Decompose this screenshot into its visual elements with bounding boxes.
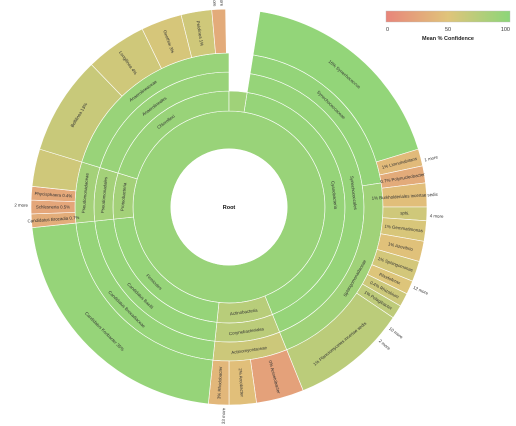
wedge-label-ring4-arcobacter: 2% Arcobacter [238, 368, 245, 397]
color-legend: 0 50 100 Mean % Confidence [385, 10, 511, 42]
center-hole[interactable] [170, 148, 288, 266]
wedge-label-ring4-candidatus-brocadia: Candidatus Brocadia 0.7% [27, 215, 79, 224]
wedge-label-ring3-actinomycetaceae: Actinomycetaceae [231, 345, 268, 355]
wedge-label-ring4-pelolinea: Pelolinea 1% [195, 20, 204, 46]
wedge-label-ring4-rhodobacter: 3% Rhodobacter [216, 366, 223, 399]
wedge-label-ring2-corynebacteriales: Corynebacteriales [229, 326, 266, 336]
legend-min-label: 0 [386, 27, 389, 33]
wedge-label-ring4-schlesneria: Schlesneria 0.5% [36, 205, 70, 210]
root-label: Root [223, 205, 236, 211]
wedge-label-ring4-phycisphaera: Phycisphaera 0.4% [34, 191, 72, 199]
wedge-ring4-unlabeled[interactable] [211, 8, 227, 54]
sunburst-wedges [30, 8, 428, 406]
outside-more-label[interactable]: 8 more [212, 0, 218, 7]
wedge-label-ring2-synechococcales: Synechococcales [349, 176, 358, 211]
wedge-label-ring1-proteobacteria: Proteobacteria [120, 182, 128, 211]
wedge-ring1-unlabeled[interactable] [228, 90, 248, 113]
legend-gradient-bar [385, 10, 511, 23]
wedge-label-ring4-sphingomonas: sphi. [400, 210, 409, 215]
outside-more-label[interactable]: 4 more [430, 213, 444, 219]
wedge-label-ring3-pseudomonadaceae: Pseudomonadaceae [81, 172, 90, 213]
legend-max-label: 100 [501, 27, 510, 33]
wedge-label-ring2-pseudomonadales: Pseudomonadales [100, 176, 109, 213]
outside-more-label[interactable]: 2 more [378, 338, 392, 351]
outside-more-label[interactable]: 33 more [221, 407, 226, 424]
wedge-label-ring4-azovibrio: 1% Azovibrio [388, 241, 414, 252]
legend-mid-label: 50 [445, 27, 451, 33]
outside-more-label[interactable]: 10 more [388, 326, 404, 340]
outside-more-label[interactable]: 2 more [14, 203, 28, 208]
wedge-label-ring1-cyanobacteria: Cyanobacteria [330, 181, 338, 210]
wedge-label-ring4-gemmatimonas: 1% Gemmatimonas [384, 224, 424, 234]
legend-title: Mean % Confidence [422, 36, 474, 42]
outside-more-label[interactable]: 1 more [424, 154, 439, 162]
wedge-label-ring4-burkholderiales-incertae-sedis: 1% Burkholderiales incertae sedis [372, 192, 439, 201]
outside-more-label[interactable]: 12 more [412, 285, 429, 296]
wedge-label-ring1-actinobacteria: Actinobacteria [230, 307, 259, 316]
outside-more-label[interactable]: 6 more [219, 0, 224, 7]
